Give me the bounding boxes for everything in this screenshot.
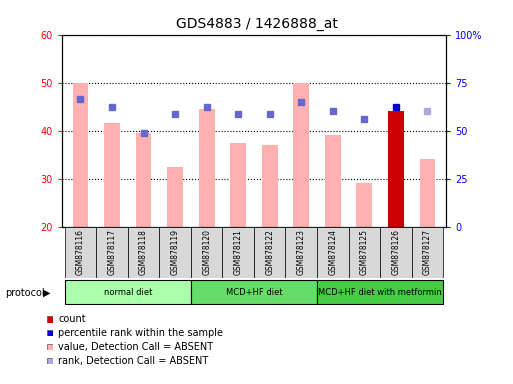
- Bar: [357, 184, 372, 227]
- Bar: [325, 136, 341, 227]
- Text: rank, Detection Call = ABSENT: rank, Detection Call = ABSENT: [58, 356, 208, 366]
- Bar: [254, 227, 285, 278]
- Text: value, Detection Call = ABSENT: value, Detection Call = ABSENT: [58, 342, 213, 352]
- Text: normal diet: normal diet: [104, 288, 152, 297]
- Bar: [223, 227, 254, 278]
- Text: MCD+HF diet: MCD+HF diet: [226, 288, 282, 297]
- Bar: [293, 83, 309, 227]
- Text: GDS4883 / 1426888_at: GDS4883 / 1426888_at: [175, 17, 338, 31]
- Text: GSM878123: GSM878123: [297, 229, 306, 275]
- Bar: [317, 227, 348, 278]
- Text: protocol: protocol: [5, 288, 45, 298]
- Text: GSM878122: GSM878122: [265, 229, 274, 275]
- Bar: [348, 227, 380, 278]
- Bar: [191, 227, 223, 278]
- Text: GSM878119: GSM878119: [171, 229, 180, 275]
- Text: GSM878117: GSM878117: [108, 229, 116, 275]
- Text: percentile rank within the sample: percentile rank within the sample: [58, 328, 223, 338]
- Bar: [128, 227, 160, 278]
- Text: GSM878116: GSM878116: [76, 229, 85, 275]
- Bar: [230, 142, 246, 227]
- Bar: [199, 109, 214, 227]
- Text: ▶: ▶: [43, 288, 50, 298]
- Bar: [96, 227, 128, 278]
- Bar: [411, 227, 443, 278]
- Text: GSM878121: GSM878121: [233, 229, 243, 275]
- Bar: [420, 159, 435, 227]
- Bar: [317, 280, 443, 304]
- Bar: [104, 123, 120, 227]
- Text: GSM878125: GSM878125: [360, 229, 369, 275]
- Text: GSM878124: GSM878124: [328, 229, 337, 275]
- Bar: [65, 280, 191, 304]
- Bar: [285, 227, 317, 278]
- Text: count: count: [58, 314, 86, 324]
- Bar: [160, 227, 191, 278]
- Bar: [73, 83, 88, 227]
- Bar: [135, 133, 151, 227]
- Text: GSM878126: GSM878126: [391, 229, 400, 275]
- Text: MCD+HF diet with metformin: MCD+HF diet with metformin: [318, 288, 442, 297]
- Bar: [191, 280, 317, 304]
- Text: GSM878127: GSM878127: [423, 229, 432, 275]
- Bar: [380, 227, 411, 278]
- Bar: [65, 227, 96, 278]
- Bar: [262, 145, 278, 227]
- Text: GSM878118: GSM878118: [139, 229, 148, 275]
- Bar: [167, 167, 183, 227]
- Bar: [388, 111, 404, 227]
- Text: GSM878120: GSM878120: [202, 229, 211, 275]
